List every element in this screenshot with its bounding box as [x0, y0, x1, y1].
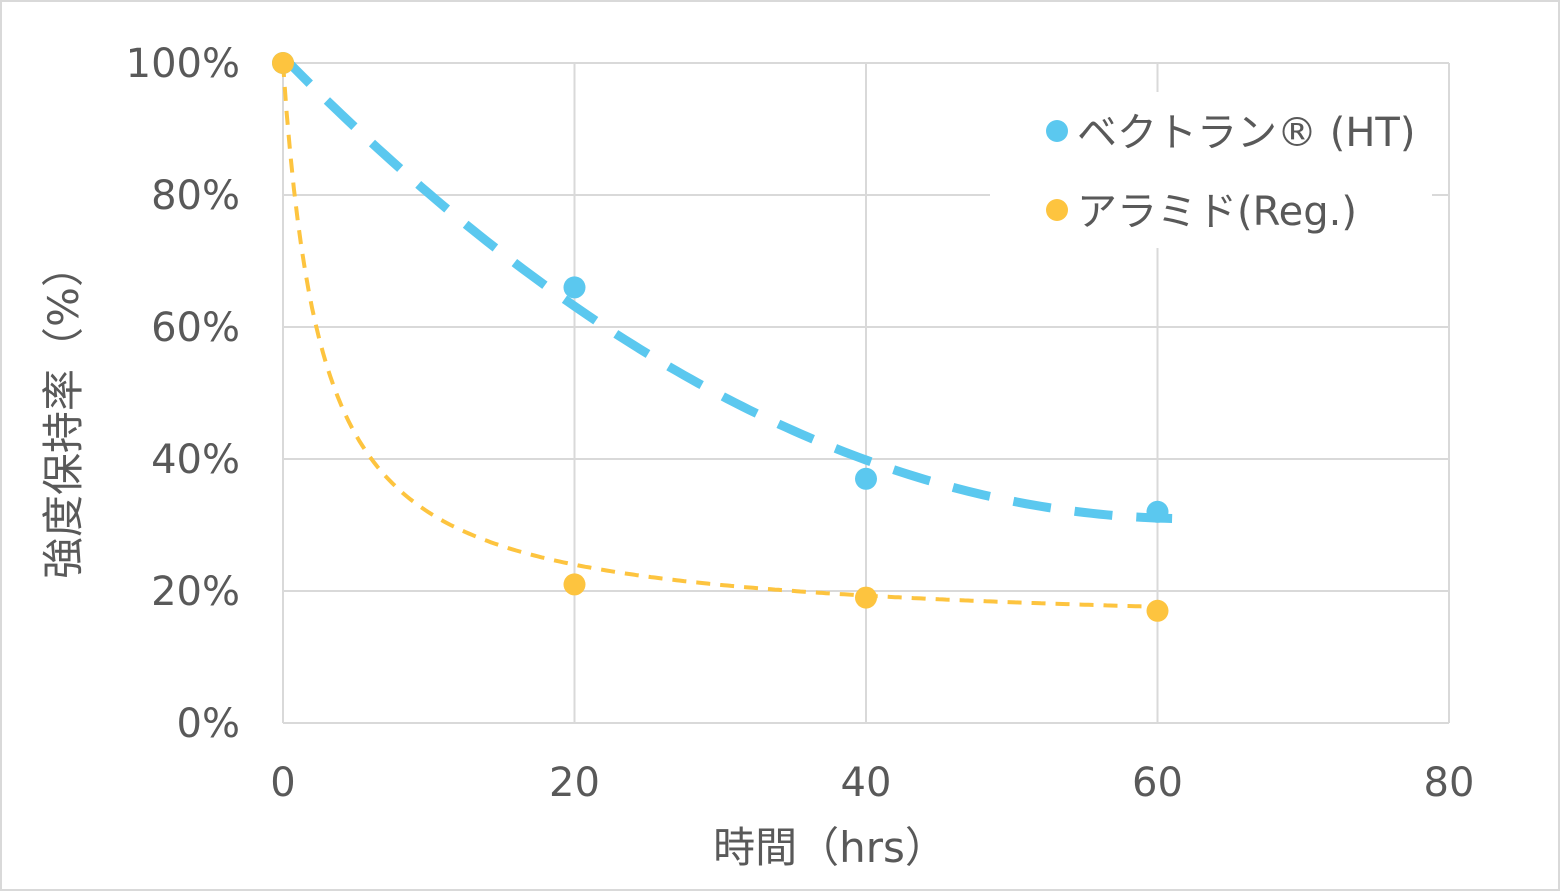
x-tick-label: 60 — [1132, 760, 1183, 806]
legend-label-1: アラミド(Reg.) — [1077, 189, 1357, 235]
tick-labels: 0 20 40 60 80 0% 20% 40% 60% 80% 100% — [126, 41, 1475, 806]
legend-marker-0 — [1046, 120, 1068, 142]
x-axis-label: 時間（hrs） — [713, 823, 947, 872]
trendline-0 — [279, 53, 1173, 523]
y-tick-label: 80% — [151, 173, 240, 219]
y-axis-label: 強度保持率（%） — [39, 245, 88, 579]
data-point-series-0 — [1146, 500, 1169, 523]
data-point-series-1 — [272, 52, 294, 74]
y-tick-label: 60% — [151, 305, 240, 351]
legend: ベクトラン® (HT) アラミド(Reg.) — [1046, 110, 1415, 235]
x-tick-label: 20 — [549, 760, 600, 806]
x-tick-label: 40 — [841, 760, 892, 806]
trendline-1 — [281, 62, 1158, 609]
data-point-series-1 — [563, 573, 586, 596]
data-points — [272, 52, 1169, 622]
legend-background — [990, 92, 1432, 248]
y-tick-label: 20% — [151, 569, 240, 615]
legend-marker-1 — [1046, 199, 1068, 221]
trendlines — [279, 53, 1173, 609]
y-tick-label: 0% — [177, 701, 240, 747]
x-tick-label: 80 — [1424, 760, 1475, 806]
data-point-series-1 — [1146, 599, 1169, 622]
y-tick-label: 40% — [151, 437, 240, 483]
data-point-series-1 — [855, 586, 877, 609]
x-tick-label: 0 — [270, 760, 295, 806]
data-point-series-0 — [855, 467, 877, 490]
y-tick-label: 100% — [126, 41, 240, 87]
legend-label-0: ベクトラン® (HT) — [1077, 110, 1415, 156]
data-point-series-0 — [563, 276, 586, 299]
